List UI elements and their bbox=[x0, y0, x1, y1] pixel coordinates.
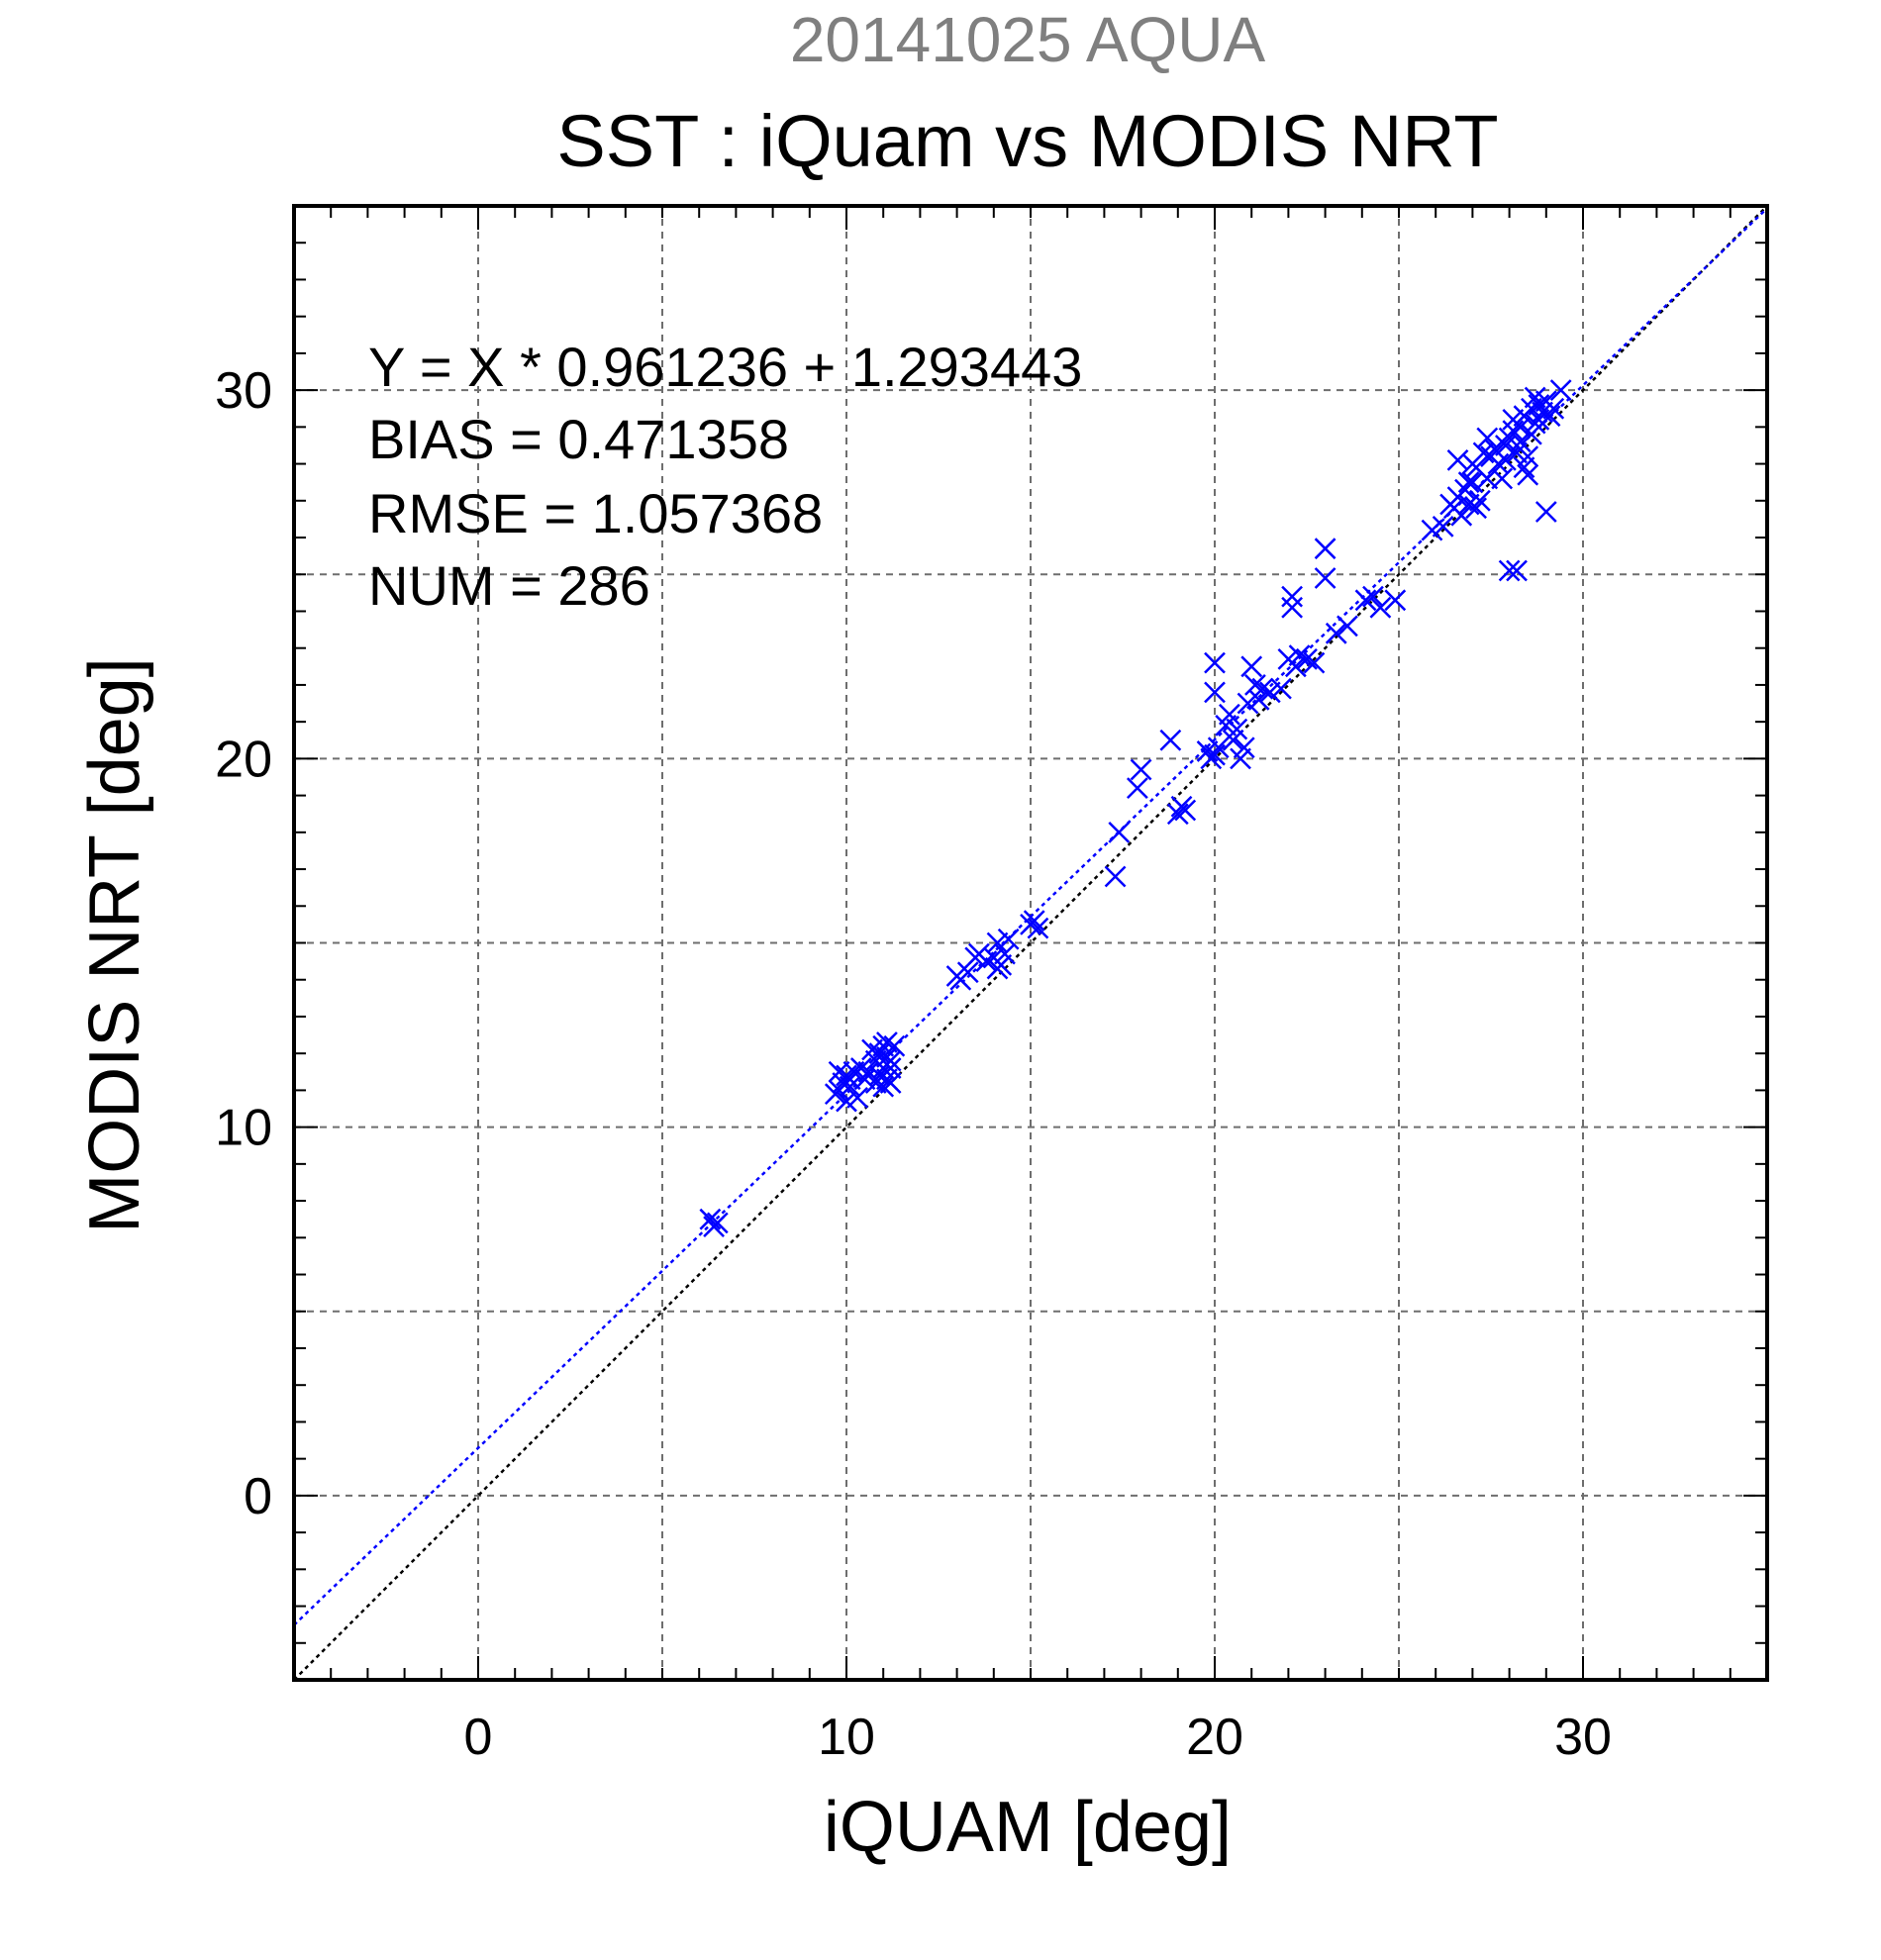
data-point-marker bbox=[1204, 743, 1226, 766]
data-point-marker bbox=[1534, 501, 1557, 523]
data-point-marker bbox=[1244, 674, 1266, 696]
data-point-marker bbox=[1461, 471, 1484, 494]
x-tick-label: 30 bbox=[1554, 1709, 1612, 1766]
y-axis-label: MODIS NRT [deg] bbox=[75, 657, 154, 1233]
data-point-marker bbox=[1303, 651, 1326, 674]
data-point-marker bbox=[1314, 538, 1336, 560]
data-point-marker bbox=[1159, 729, 1182, 751]
data-point-marker bbox=[1288, 644, 1311, 667]
stats-block: Y = X * 0.961236 + 1.293443 BIAS = 0.471… bbox=[368, 336, 1082, 617]
data-point-marker bbox=[1446, 448, 1469, 471]
data-point-marker bbox=[1166, 803, 1189, 826]
data-point-marker bbox=[1502, 420, 1525, 441]
data-point-marker bbox=[836, 1090, 857, 1113]
data-point-marker bbox=[883, 1034, 906, 1057]
stat-regression: Y = X * 0.961236 + 1.293443 bbox=[368, 336, 1082, 398]
x-tick-label: 0 bbox=[464, 1709, 493, 1766]
data-point-marker bbox=[1336, 615, 1358, 637]
data-point-marker bbox=[1233, 736, 1255, 759]
data-point-marker bbox=[1509, 431, 1532, 453]
data-point-marker bbox=[1450, 504, 1473, 527]
chart-suptitle: 20141025 AQUA bbox=[790, 4, 1266, 75]
data-point-marker bbox=[1487, 452, 1510, 475]
y-tick-label: 20 bbox=[215, 731, 272, 788]
data-point-marker bbox=[1502, 409, 1525, 431]
data-point-marker bbox=[1384, 589, 1407, 612]
data-point-marker bbox=[1226, 718, 1248, 740]
data-point-marker bbox=[1524, 386, 1546, 409]
data-point-marker bbox=[997, 928, 1020, 950]
data-point-marker bbox=[1432, 515, 1454, 538]
data-point-marker bbox=[1491, 467, 1514, 490]
data-point-marker bbox=[1240, 655, 1263, 678]
data-point-marker bbox=[839, 1075, 861, 1098]
data-point-marker bbox=[1207, 736, 1230, 759]
data-point-marker bbox=[864, 1072, 887, 1094]
data-point-marker bbox=[1281, 585, 1304, 608]
data-point-marker bbox=[1023, 910, 1045, 932]
data-point-marker bbox=[1204, 681, 1226, 704]
y-tick-label: 10 bbox=[215, 1100, 272, 1157]
stat-num: NUM = 286 bbox=[368, 554, 650, 617]
data-point-marker bbox=[956, 961, 979, 984]
x-tick-label: 20 bbox=[1186, 1709, 1243, 1766]
data-point-marker bbox=[1104, 865, 1127, 888]
stat-rmse: RMSE = 1.057368 bbox=[368, 482, 823, 544]
data-point-marker bbox=[1362, 585, 1384, 608]
data-point-marker bbox=[1465, 497, 1488, 520]
y-tick-label: 30 bbox=[215, 362, 272, 420]
data-point-marker bbox=[857, 1060, 880, 1083]
data-point-marker bbox=[1281, 596, 1304, 619]
data-point-marker bbox=[1296, 647, 1318, 670]
data-point-marker bbox=[1108, 821, 1131, 843]
plot-frame bbox=[292, 204, 1769, 1682]
data-point-marker bbox=[1476, 427, 1499, 449]
data-point-marker bbox=[994, 942, 1016, 965]
data-point-marker bbox=[1325, 622, 1347, 644]
data-point-marker bbox=[1549, 379, 1572, 402]
data-point-marker bbox=[699, 1208, 722, 1230]
data-point-marker bbox=[828, 1060, 850, 1083]
data-point-marker bbox=[861, 1038, 883, 1061]
data-point-marker bbox=[1354, 589, 1377, 612]
data-point-marker bbox=[1457, 471, 1480, 494]
data-point-marker bbox=[1369, 596, 1392, 619]
data-point-marker bbox=[703, 1216, 725, 1238]
data-point-marker bbox=[876, 1031, 898, 1053]
data-point-marker bbox=[1517, 463, 1539, 486]
chart-title: SST : iQuam vs MODIS NRT bbox=[556, 100, 1498, 182]
data-point-marker bbox=[1130, 758, 1152, 781]
data-point-marker bbox=[986, 957, 1009, 980]
data-point-marker bbox=[1204, 651, 1226, 674]
data-point-marker bbox=[1174, 799, 1197, 822]
data-point-marker bbox=[1251, 677, 1274, 700]
data-point-marker bbox=[1027, 917, 1049, 939]
data-point-marker bbox=[1538, 405, 1561, 428]
x-axis-label: iQUAM [deg] bbox=[824, 1788, 1232, 1867]
data-point-marker bbox=[1506, 559, 1528, 582]
data-point-marker bbox=[1517, 445, 1539, 468]
data-point-marker bbox=[1498, 559, 1521, 582]
data-point-marker bbox=[879, 1049, 902, 1072]
data-point-marker bbox=[975, 950, 998, 972]
stat-bias: BIAS = 0.471358 bbox=[368, 408, 789, 470]
data-point-marker bbox=[1218, 703, 1240, 726]
data-point-marker bbox=[1126, 777, 1148, 800]
plot-area: 0 10 20 30 0 10 20 30 bbox=[215, 204, 1769, 1766]
data-point-marker bbox=[1270, 677, 1292, 700]
x-tick-label: 10 bbox=[818, 1709, 875, 1766]
data-point-marker bbox=[1542, 397, 1565, 420]
data-point-marker bbox=[1494, 448, 1517, 471]
data-point-marker bbox=[1468, 489, 1491, 512]
y-tick-label: 0 bbox=[244, 1468, 272, 1525]
data-point-marker bbox=[1314, 567, 1336, 589]
data-point-marker bbox=[868, 1042, 891, 1065]
